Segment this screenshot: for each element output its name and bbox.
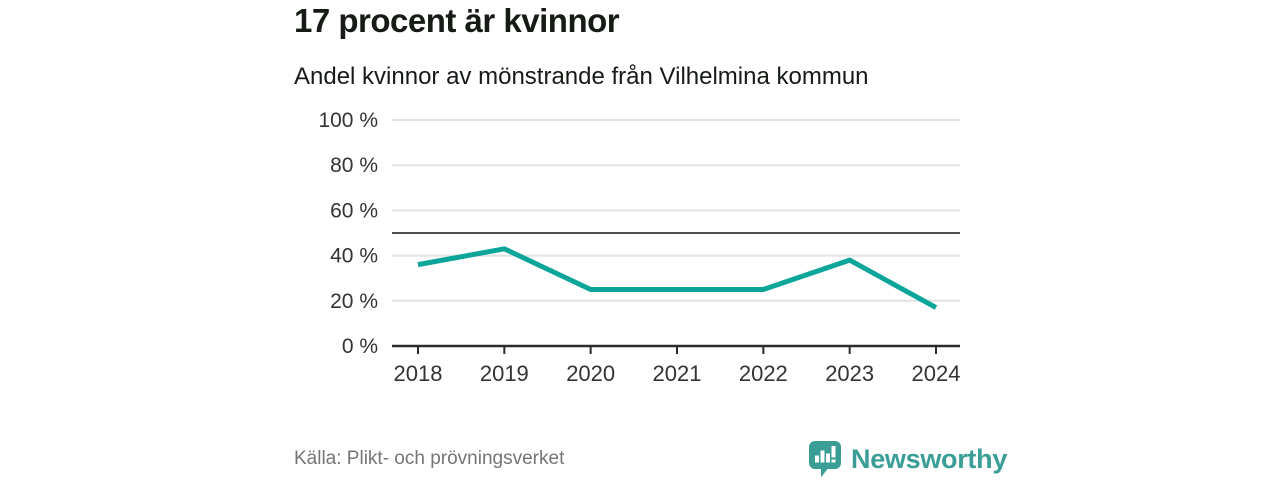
y-axis-label-0: 0 %: [342, 335, 378, 358]
y-axis-label-80: 80 %: [330, 154, 378, 177]
y-axis-label-40: 40 %: [330, 245, 378, 268]
x-axis-label-2022: 2022: [739, 361, 788, 386]
x-axis-label-2023: 2023: [825, 361, 874, 386]
x-axis-label-2021: 2021: [653, 361, 702, 386]
y-axis-label-20: 20 %: [330, 290, 378, 313]
x-axis-label-2019: 2019: [480, 361, 529, 386]
y-axis-label-60: 60 %: [330, 199, 378, 222]
source-note: Källa: Plikt- och prövningsverket: [294, 448, 565, 469]
y-axis-label-100: 100 %: [318, 109, 378, 132]
x-axis-label-2018: 2018: [394, 361, 443, 386]
newsworthy-logo: Newsworthy: [808, 440, 1007, 478]
newsworthy-logo-text: Newsworthy: [851, 444, 1008, 474]
x-axis-label-2020: 2020: [566, 361, 615, 386]
data-line: [417, 246, 938, 310]
chart-title: 17 procent är kvinnor: [294, 2, 620, 39]
newsworthy-logo-icon: [809, 441, 841, 478]
chart-subtitle: Andel kvinnor av mönstrande från Vilhelm…: [294, 63, 869, 90]
x-axis-label-2024: 2024: [912, 361, 961, 386]
